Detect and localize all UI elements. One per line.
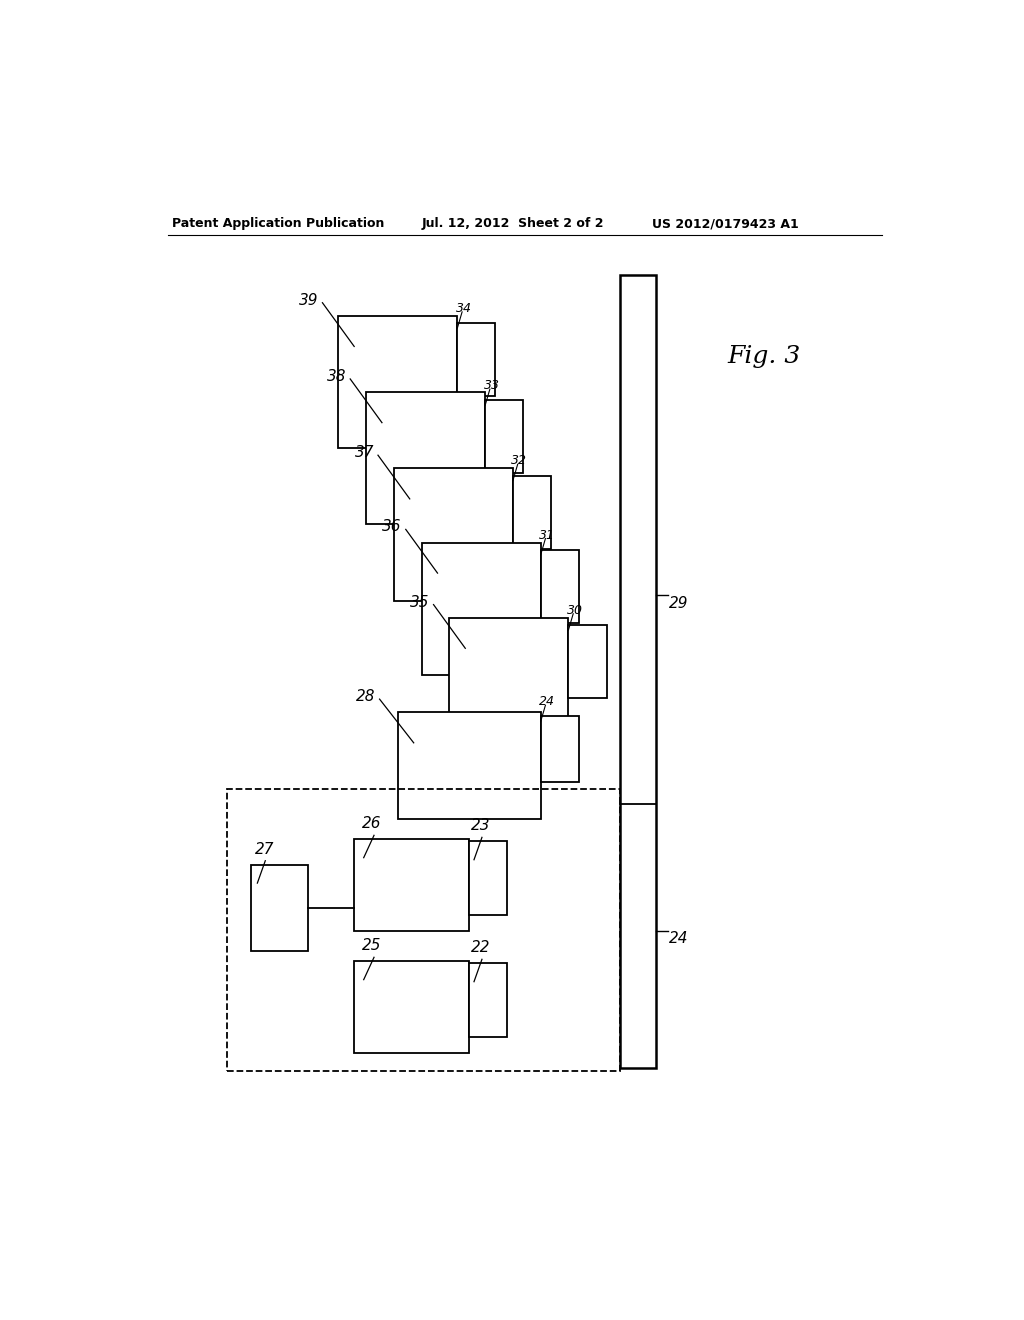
- Text: 25: 25: [362, 939, 382, 953]
- Text: 39: 39: [299, 293, 318, 308]
- Bar: [354, 840, 469, 931]
- Bar: [354, 961, 469, 1053]
- Bar: [568, 624, 606, 698]
- Text: Fig. 3: Fig. 3: [727, 345, 801, 368]
- Bar: [513, 475, 551, 549]
- Text: 28: 28: [356, 689, 376, 704]
- Bar: [367, 392, 485, 524]
- Text: Patent Application Publication: Patent Application Publication: [172, 218, 384, 231]
- Text: 29: 29: [669, 597, 688, 611]
- Text: 24: 24: [669, 932, 688, 946]
- Text: US 2012/0179423 A1: US 2012/0179423 A1: [652, 218, 799, 231]
- Text: 24: 24: [539, 696, 555, 709]
- Bar: [251, 865, 308, 952]
- Text: 22: 22: [471, 940, 490, 956]
- Text: Jul. 12, 2012  Sheet 2 of 2: Jul. 12, 2012 Sheet 2 of 2: [422, 218, 604, 231]
- Text: 32: 32: [511, 454, 527, 467]
- Text: 26: 26: [362, 816, 382, 832]
- Bar: [541, 717, 579, 783]
- Text: 27: 27: [255, 842, 274, 857]
- Bar: [458, 323, 496, 396]
- Text: 30: 30: [567, 603, 583, 616]
- Text: 23: 23: [471, 818, 490, 833]
- Bar: [469, 841, 507, 915]
- Bar: [450, 618, 568, 750]
- Text: 33: 33: [483, 379, 500, 392]
- Text: 34: 34: [456, 302, 472, 315]
- Bar: [227, 788, 620, 1071]
- Text: 38: 38: [327, 370, 346, 384]
- Text: 35: 35: [410, 595, 430, 610]
- Bar: [394, 469, 513, 601]
- Bar: [485, 400, 523, 474]
- Bar: [620, 276, 655, 1068]
- Text: 31: 31: [539, 528, 555, 541]
- Bar: [469, 964, 507, 1036]
- Text: 36: 36: [382, 520, 401, 535]
- Bar: [338, 315, 458, 447]
- Bar: [422, 543, 541, 675]
- Text: 37: 37: [354, 445, 374, 461]
- Bar: [541, 549, 579, 623]
- Bar: [397, 713, 541, 818]
